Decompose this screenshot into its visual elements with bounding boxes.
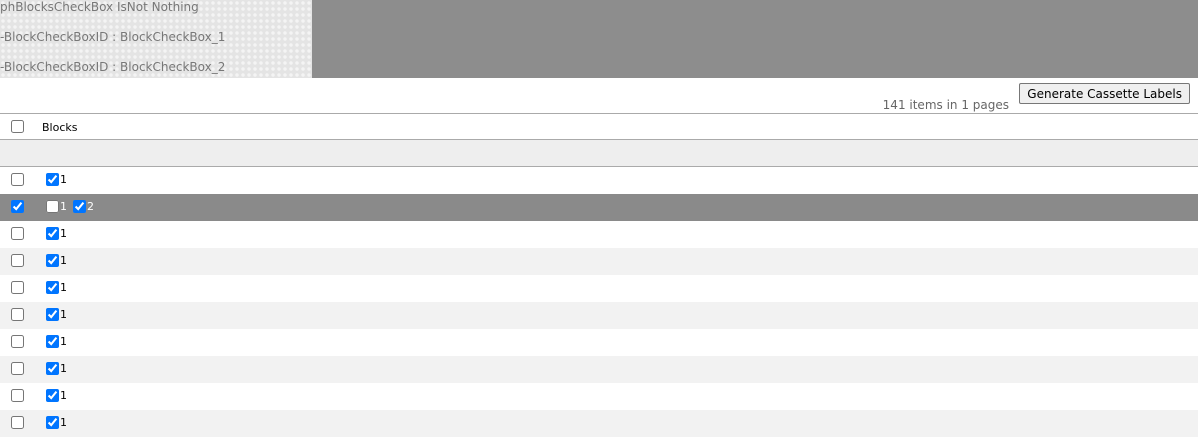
block-checkbox[interactable] [46, 335, 59, 348]
table-row[interactable]: 1 [0, 329, 1198, 356]
row-select[interactable] [11, 416, 24, 429]
block-checkbox[interactable] [46, 200, 59, 213]
block-checkbox[interactable] [46, 362, 59, 375]
block-label: 1 [60, 200, 67, 213]
row-select[interactable] [11, 362, 24, 375]
table-row[interactable]: 1 [0, 302, 1198, 329]
block-label: 1 [60, 173, 67, 186]
row-select[interactable] [11, 227, 24, 240]
block-checkbox[interactable] [46, 254, 59, 267]
row-select[interactable] [11, 173, 24, 186]
block-label: 2 [87, 200, 94, 213]
block-label: 1 [60, 389, 67, 402]
block-checkbox[interactable] [46, 308, 59, 321]
block-checkbox[interactable] [46, 389, 59, 402]
block-label: 1 [60, 254, 67, 267]
row-select[interactable] [11, 389, 24, 402]
block-checkbox[interactable] [46, 173, 59, 186]
row-select[interactable] [11, 254, 24, 267]
blocks-cell: 1 [46, 362, 73, 375]
block-checkbox[interactable] [73, 200, 86, 213]
row-select[interactable] [11, 308, 24, 321]
table-row[interactable]: 1 [0, 167, 1198, 194]
table-row[interactable]: 1 [0, 248, 1198, 275]
select-all[interactable] [11, 120, 24, 133]
filter-row [0, 140, 1198, 167]
row-select[interactable] [11, 281, 24, 294]
row-select[interactable] [11, 335, 24, 348]
column-header: Blocks [42, 121, 78, 134]
block-checkbox[interactable] [46, 227, 59, 240]
blocks-cell: 1 [46, 389, 73, 402]
row-select[interactable] [11, 200, 24, 213]
blocks-cell: 1 [46, 227, 73, 240]
table-row[interactable]: 1 [0, 383, 1198, 410]
toolbar: 141 items in 1 pages Generate Cassette L… [0, 78, 1198, 113]
block-label: 1 [60, 416, 67, 429]
blocks-cell: 1 [46, 254, 73, 267]
block-label: 1 [60, 308, 67, 321]
block-label: 1 [60, 227, 67, 240]
texture [0, 0, 312, 78]
blocks-cell: 1 [46, 173, 73, 186]
debug-panel: phBlocksCheckBox IsNot Nothing -BlockChe… [0, 0, 1198, 78]
block-checkbox[interactable] [46, 416, 59, 429]
block-checkbox[interactable] [46, 281, 59, 294]
table-row[interactable]: 1 [0, 410, 1198, 437]
block-label: 1 [60, 281, 67, 294]
blocks-cell: 1 [46, 281, 73, 294]
block-label: 1 [60, 335, 67, 348]
table-row[interactable]: 1 [0, 356, 1198, 383]
table-header: Blocks [0, 113, 1198, 140]
pager: 141 items in 1 pages [882, 98, 1009, 112]
blocks-cell: 1 [46, 308, 73, 321]
blocks-cell: 1 [46, 335, 73, 348]
debug-line: phBlocksCheckBox IsNot Nothing [0, 0, 199, 14]
generate-button[interactable]: Generate Cassette Labels [1019, 83, 1190, 104]
blocks-cell: 1 [46, 416, 73, 429]
debug-line: -BlockCheckBoxID : BlockCheckBox_2 [0, 60, 226, 74]
table-row[interactable]: 1 [0, 221, 1198, 248]
block-label: 1 [60, 362, 67, 375]
table-row[interactable]: 1 [0, 275, 1198, 302]
debug-line: -BlockCheckBoxID : BlockCheckBox_1 [0, 30, 226, 44]
